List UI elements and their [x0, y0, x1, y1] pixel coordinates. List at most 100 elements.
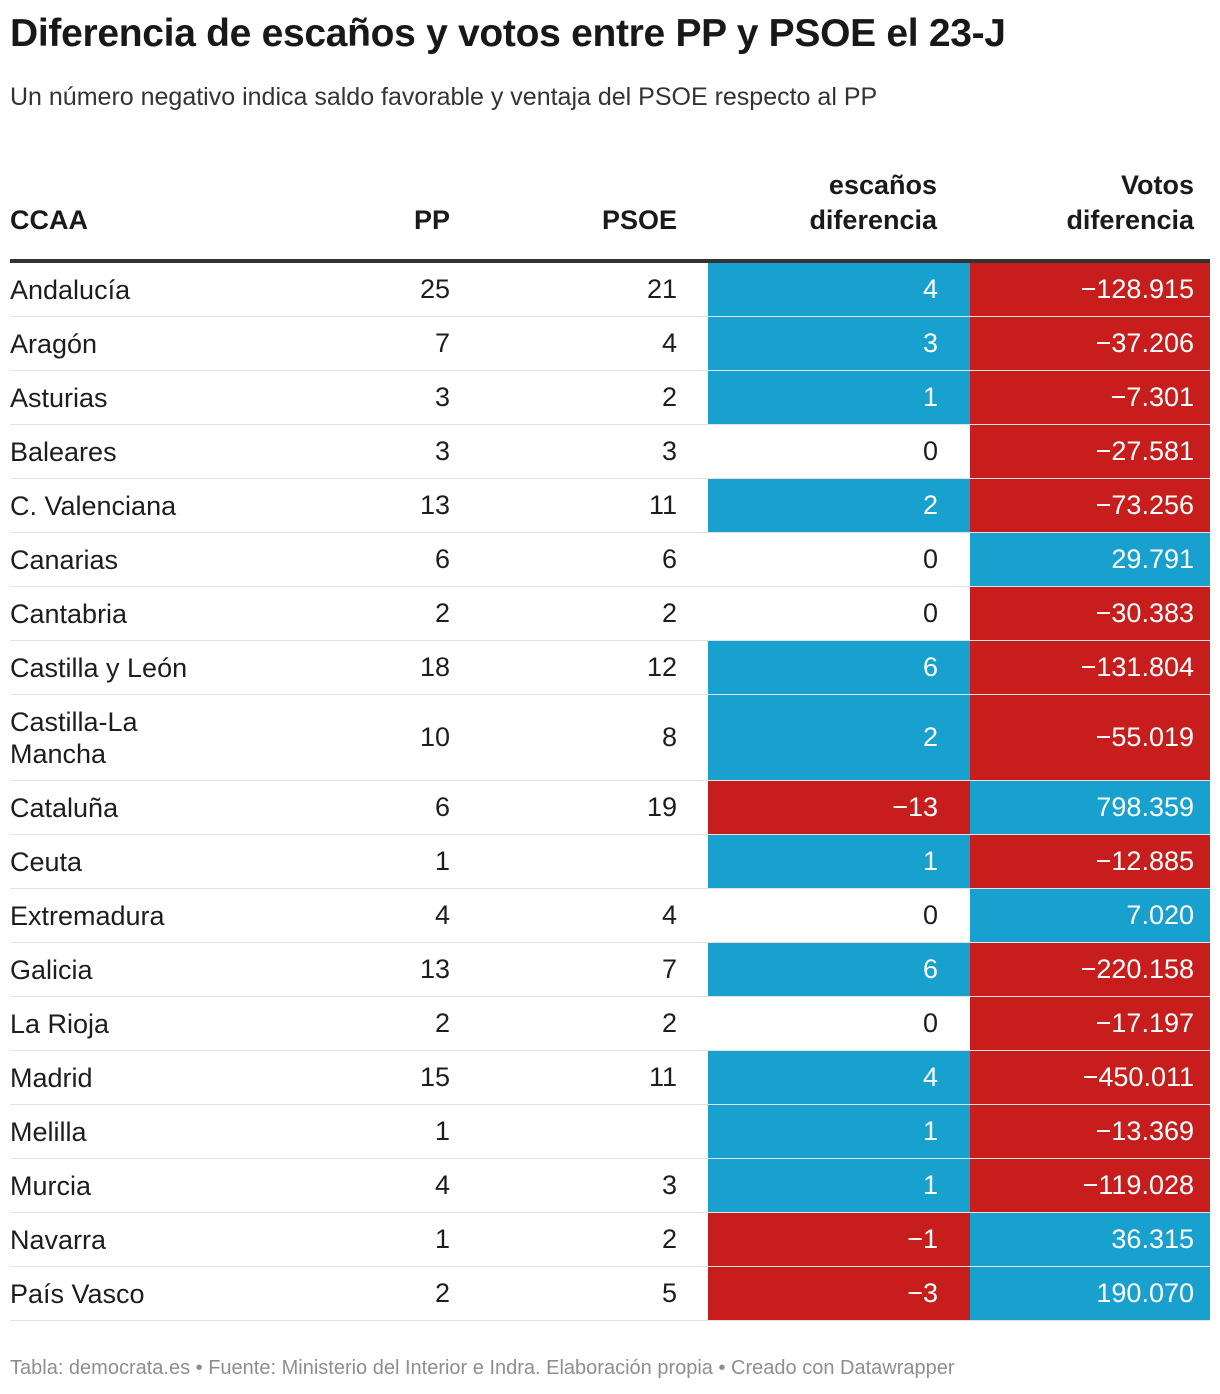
table-row: Castilla-La Mancha 10 8 2 −55.019	[10, 695, 1210, 781]
cell-esc: 0	[922, 544, 938, 574]
table-row: C. Valenciana 13 11 2 −73.256	[10, 479, 1210, 533]
cell-vot: −17.197	[970, 997, 1210, 1050]
cell-ccaa: Ceuta	[10, 846, 83, 877]
cell-psoe: 6	[661, 544, 677, 574]
cell-pp: 6	[434, 544, 450, 574]
cell-pp: 13	[419, 954, 450, 984]
cell-vot: −128.915	[970, 263, 1210, 316]
cell-ccaa: País Vasco	[10, 1278, 145, 1309]
table-row: Ceuta 1 1 −12.885	[10, 835, 1210, 889]
cell-esc: 1	[708, 371, 970, 424]
column-header-ccaa-line: CCAA	[10, 205, 88, 235]
cell-psoe	[450, 1105, 677, 1158]
cell-psoe: 4	[661, 900, 677, 930]
cell-pp: 1	[434, 846, 450, 876]
cell-pp: 10	[419, 722, 450, 752]
table-row: La Rioja 2 2 0 −17.197	[10, 997, 1210, 1051]
cell-pp: 2	[434, 1008, 450, 1038]
cell-vot: −55.019	[970, 695, 1210, 780]
cell-ccaa: Navarra	[10, 1224, 107, 1255]
table-header: CCAA PP PSOE escaños diferencia Votos diferenc…	[10, 168, 1210, 260]
table-row: Asturias 3 2 1 −7.301	[10, 371, 1210, 425]
cell-vot: 29.791	[970, 533, 1210, 586]
cell-esc: 0	[922, 598, 938, 628]
cell-ccaa: Castilla y León	[10, 652, 188, 683]
chart-title: Diferencia de escaños y votos entre PP y…	[10, 12, 1006, 55]
cell-vot: 798.359	[970, 781, 1210, 834]
cell-psoe: 19	[646, 792, 677, 822]
table-row: Andalucía 25 21 4 −128.915	[10, 263, 1210, 317]
column-header-vot: Votos diferencia	[1066, 168, 1194, 238]
cell-psoe: 12	[646, 652, 677, 682]
cell-pp: 3	[434, 436, 450, 466]
cell-pp: 13	[419, 490, 450, 520]
cell-vot: −450.011	[970, 1051, 1210, 1104]
column-header-psoe: PSOE	[602, 203, 677, 238]
cell-vot: −12.885	[970, 835, 1210, 888]
table-row: Aragón 7 4 3 −37.206	[10, 317, 1210, 371]
cell-esc: 0	[922, 1008, 938, 1038]
table-row: Galicia 13 7 6 −220.158	[10, 943, 1210, 997]
cell-psoe: 3	[661, 1170, 677, 1200]
cell-ccaa: Cantabria	[10, 598, 128, 629]
footer-credits: Tabla: democrata.es • Fuente: Ministerio…	[10, 1357, 955, 1379]
cell-pp: 4	[434, 900, 450, 930]
cell-ccaa: Canarias	[10, 544, 119, 575]
column-header-ccaa: CCAA	[10, 203, 88, 238]
cell-vot: −30.383	[970, 587, 1210, 640]
column-header-pp-line: PP	[413, 205, 450, 235]
cell-ccaa: Cataluña	[10, 792, 119, 823]
cell-esc: 1	[708, 1105, 970, 1158]
table-row: Baleares 3 3 0 −27.581	[10, 425, 1210, 479]
cell-pp: 18	[419, 652, 450, 682]
cell-psoe: 7	[661, 954, 677, 984]
cell-vot: −7.301	[970, 371, 1210, 424]
table-row: País Vasco 2 5 −3 190.070	[10, 1267, 1210, 1321]
cell-vot: −119.028	[970, 1159, 1210, 1212]
cell-vot: −27.581	[970, 425, 1210, 478]
cell-esc: 2	[708, 479, 970, 532]
cell-ccaa: Extremadura	[10, 900, 165, 931]
column-header-vot-line: Votos	[1121, 170, 1194, 200]
column-header-psoe-line: PSOE	[601, 205, 677, 235]
cell-psoe: 2	[661, 1008, 677, 1038]
cell-pp: 2	[434, 1278, 450, 1308]
table-row: Murcia 4 3 1 −119.028	[10, 1159, 1210, 1213]
cell-esc: 6	[708, 641, 970, 694]
cell-vot: 36.315	[970, 1213, 1210, 1266]
cell-psoe: 11	[648, 1062, 677, 1092]
table-row: Cantabria 2 2 0 −30.383	[10, 587, 1210, 641]
cell-vot: −131.804	[970, 641, 1210, 694]
table-row: Canarias 6 6 0 29.791	[10, 533, 1210, 587]
cell-ccaa: Aragón	[10, 328, 98, 359]
cell-esc: 4	[708, 263, 970, 316]
cell-ccaa: Murcia	[10, 1170, 92, 1201]
cell-ccaa: Madrid	[10, 1062, 93, 1093]
table-body: Andalucía 25 21 4 −128.915 Aragón 7 4 3 −37.206 As…	[10, 263, 1210, 1321]
cell-psoe: 2	[661, 598, 677, 628]
column-header-vot-line: diferencia	[1066, 205, 1194, 235]
cell-esc: −13	[708, 781, 970, 834]
cell-vot: −220.158	[970, 943, 1210, 996]
cell-ccaa: Castilla-La Mancha	[10, 706, 138, 769]
cell-ccaa: La Rioja	[10, 1008, 110, 1039]
cell-esc: 6	[708, 943, 970, 996]
cell-psoe: 2	[661, 1224, 677, 1254]
cell-esc: 1	[708, 1159, 970, 1212]
cell-esc: −1	[708, 1213, 970, 1266]
cell-vot: 190.070	[970, 1267, 1210, 1320]
column-header-pp: PP	[414, 203, 450, 238]
cell-psoe: 21	[646, 274, 677, 304]
cell-vot: −73.256	[970, 479, 1210, 532]
cell-esc: 4	[708, 1051, 970, 1104]
cell-psoe: 4	[661, 328, 677, 358]
column-header-esc-line: diferencia	[809, 205, 937, 235]
cell-pp: 4	[434, 1170, 450, 1200]
cell-pp: 1	[434, 1224, 450, 1254]
table-row: Navarra 1 2 −1 36.315	[10, 1213, 1210, 1267]
cell-pp: 7	[434, 328, 450, 358]
cell-ccaa: C. Valenciana	[10, 490, 177, 521]
column-header-esc-line: escaños	[828, 170, 937, 200]
cell-pp: 2	[434, 598, 450, 628]
header-divider	[10, 259, 1210, 263]
